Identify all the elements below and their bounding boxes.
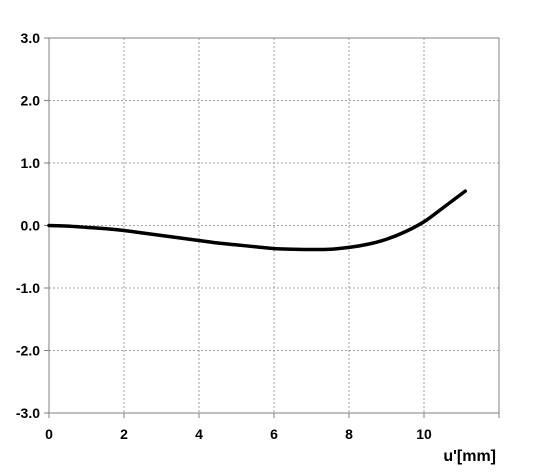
- x-tick-label: 8: [345, 426, 353, 442]
- y-tick-label: 0.0: [21, 218, 41, 234]
- y-tick-label: 2.0: [21, 93, 41, 109]
- x-tick-label: 4: [195, 426, 203, 442]
- y-axis-ticks: 3.0 2.0 1.0 0.0 -1.0 -2.0 -3.0: [16, 30, 49, 421]
- y-tick-label: -1.0: [16, 280, 40, 296]
- series-group: [47, 189, 467, 252]
- y-tick-label: 1.0: [21, 155, 41, 171]
- y-tick-label: -3.0: [16, 405, 40, 421]
- x-axis-ticks: 0 2 4 6 8 10: [45, 413, 500, 442]
- x-tick-label: 10: [416, 426, 432, 442]
- y-tick-label: -2.0: [16, 343, 40, 359]
- x-tick-label: 0: [45, 426, 53, 442]
- x-tick-label: 2: [120, 426, 128, 442]
- series-line-0: [47, 189, 467, 252]
- x-tick-label: 6: [270, 426, 278, 442]
- y-tick-label: 3.0: [21, 30, 41, 46]
- x-axis-label: u'[mm]: [443, 448, 496, 465]
